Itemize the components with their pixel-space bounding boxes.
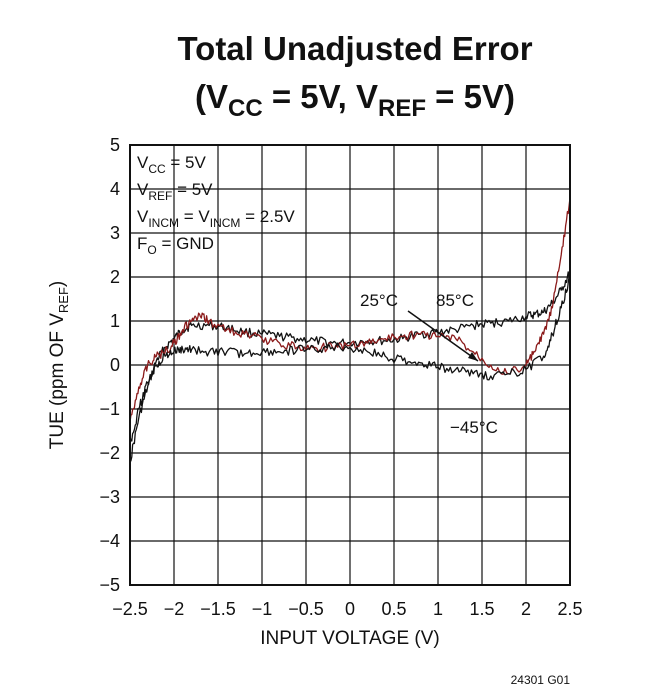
- y-tick-label: −2: [99, 443, 120, 463]
- annotation-arrowhead: [468, 352, 478, 361]
- chart-title: Total Unadjusted Error: [177, 30, 532, 67]
- x-tick-label: −0.5: [288, 599, 324, 619]
- condition-fo: FO = GND: [137, 234, 214, 257]
- y-tick-label: −4: [99, 531, 120, 551]
- y-tick-label: −3: [99, 487, 120, 507]
- series-line-45c: [129, 275, 571, 445]
- y-tick-label: 4: [110, 179, 120, 199]
- y-tick-label: −5: [99, 575, 120, 595]
- annotation-85c: 85°C: [436, 291, 474, 310]
- plot-frame: [129, 144, 571, 586]
- temperature-annotations: 25°C 85°C −45°C: [360, 291, 498, 437]
- condition-vcc: VCC = 5V: [137, 153, 207, 176]
- annotation-25c: 25°C: [360, 291, 398, 310]
- y-tick-label: 3: [110, 223, 120, 243]
- annotation-minus45c: −45°C: [450, 418, 498, 437]
- condition-vincm: VINCM = VINCM = 2.5V: [137, 207, 295, 230]
- x-tick-label: 1.5: [469, 599, 494, 619]
- conditions-legend: VCC = 5V VREF = 5V VINCM = VINCM = 2.5V …: [137, 153, 295, 257]
- x-tick-label: 0.5: [381, 599, 406, 619]
- x-tick-label: 0: [345, 599, 355, 619]
- series-line-25c: [129, 271, 571, 463]
- y-tick-labels: 5 4 3 2 1 0 −1 −2 −3 −4 −5: [99, 135, 120, 595]
- y-tick-label: 5: [110, 135, 120, 155]
- series-layer: [129, 197, 571, 463]
- y-tick-label: 1: [110, 311, 120, 331]
- x-tick-labels: −2.5 −2 −1.5 −1 −0.5 0 0.5 1 1.5 2 2.5: [112, 599, 582, 619]
- x-tick-label: −1: [252, 599, 273, 619]
- x-tick-label: 2.5: [557, 599, 582, 619]
- annotation-pointer: [407, 310, 479, 362]
- x-tick-label: −2.5: [112, 599, 148, 619]
- plot-area: [129, 144, 571, 586]
- y-tick-label: −1: [99, 399, 120, 419]
- x-tick-label: −1.5: [200, 599, 236, 619]
- y-tick-label: 2: [110, 267, 120, 287]
- figure-code: 24301 G01: [511, 673, 571, 687]
- condition-vref: VREF = 5V: [137, 180, 213, 203]
- x-tick-label: −2: [164, 599, 185, 619]
- y-tick-label: 0: [110, 355, 120, 375]
- x-tick-label: 2: [521, 599, 531, 619]
- y-axis-label: TUE (ppm OF VREF): [47, 281, 71, 450]
- x-tick-label: 1: [433, 599, 443, 619]
- chart-subtitle: (VCC = 5V, VREF = 5V): [195, 78, 515, 122]
- x-axis-label: INPUT VOLTAGE (V): [260, 628, 439, 649]
